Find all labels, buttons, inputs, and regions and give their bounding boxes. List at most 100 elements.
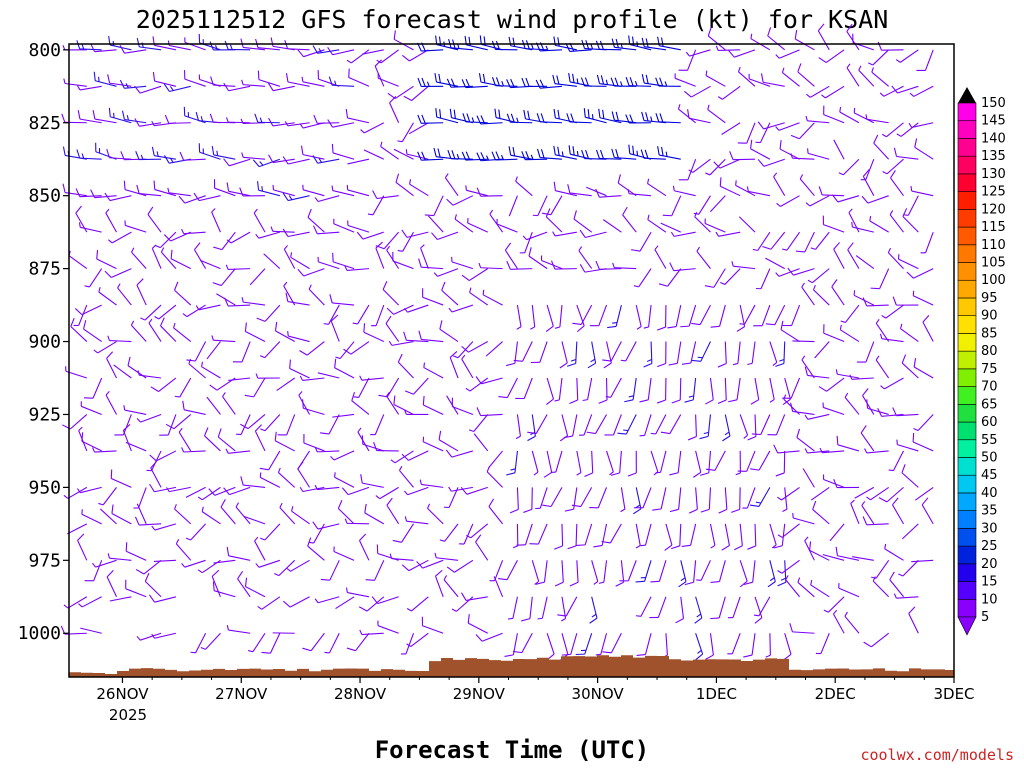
wind-barb bbox=[804, 366, 830, 379]
wind-barb bbox=[197, 486, 221, 501]
wind-barb bbox=[620, 487, 626, 513]
wind-barb bbox=[74, 304, 102, 316]
wind-barb bbox=[244, 515, 266, 525]
wind-barb bbox=[516, 523, 533, 546]
wind-barb bbox=[598, 108, 622, 124]
wind-barb bbox=[696, 560, 711, 581]
wind-barb bbox=[909, 85, 934, 97]
wind-barb bbox=[149, 483, 177, 493]
wind-barb bbox=[92, 447, 117, 453]
wind-barb bbox=[454, 214, 474, 233]
wind-barb bbox=[312, 521, 340, 530]
wind-barb bbox=[693, 195, 711, 215]
wind-barb bbox=[416, 559, 444, 569]
wind-barb bbox=[488, 498, 504, 525]
wind-barb bbox=[341, 486, 370, 496]
wind-barb bbox=[99, 508, 117, 525]
wind-barb bbox=[77, 533, 88, 561]
wind-barb bbox=[593, 523, 608, 548]
colorbar-label: 145 bbox=[981, 114, 1006, 129]
wind-barb bbox=[496, 218, 518, 233]
wind-barb bbox=[731, 487, 741, 513]
wind-barb bbox=[344, 265, 369, 271]
wind-barb bbox=[211, 569, 221, 597]
wind-barb bbox=[105, 390, 118, 415]
wind-barb bbox=[890, 170, 904, 197]
wind-barb bbox=[818, 186, 845, 197]
wind-barb bbox=[449, 351, 459, 379]
wind-barb bbox=[873, 134, 890, 160]
wind-barb bbox=[782, 487, 788, 513]
colorbar-label: 120 bbox=[981, 202, 1006, 217]
wind-barb bbox=[667, 304, 682, 329]
wind-barb bbox=[545, 208, 563, 233]
wind-barb bbox=[252, 158, 281, 168]
wind-barb bbox=[536, 113, 563, 124]
wind-barb bbox=[81, 432, 102, 452]
wind-barb bbox=[70, 317, 88, 342]
wind-barb bbox=[750, 33, 771, 51]
wind-barb bbox=[131, 247, 147, 269]
wind-barb bbox=[553, 145, 577, 160]
wind-barb bbox=[241, 79, 266, 87]
wind-barb bbox=[862, 297, 889, 307]
wind-barb bbox=[469, 287, 489, 306]
wind-barb bbox=[806, 85, 830, 98]
wind-barb bbox=[809, 541, 830, 561]
wind-barb bbox=[586, 414, 608, 435]
colorbar-swatch bbox=[957, 492, 977, 511]
wind-barb bbox=[780, 320, 800, 343]
wind-barb bbox=[734, 523, 743, 551]
wind-barb bbox=[329, 294, 355, 306]
wind-barb bbox=[582, 377, 593, 402]
wind-barb bbox=[361, 435, 384, 452]
wind-barb bbox=[431, 231, 459, 241]
wind-barb bbox=[728, 49, 756, 58]
wind-barb bbox=[823, 105, 845, 124]
wind-barb bbox=[765, 633, 771, 658]
colorbar-label: 20 bbox=[981, 557, 998, 572]
wind-barb bbox=[880, 377, 904, 390]
colorbar-swatch bbox=[957, 120, 977, 139]
wind-barb bbox=[314, 596, 340, 604]
wind-barb bbox=[148, 318, 162, 342]
wind-barb bbox=[90, 189, 117, 199]
wind-barb bbox=[617, 414, 637, 435]
wind-barb bbox=[153, 180, 177, 197]
wind-barb bbox=[835, 369, 860, 379]
wind-barb bbox=[578, 246, 593, 269]
colorbar-top-arrow bbox=[958, 87, 976, 103]
wind-barb bbox=[224, 297, 251, 307]
wind-barb bbox=[491, 151, 518, 161]
wind-barb bbox=[254, 113, 280, 124]
wind-barb bbox=[174, 281, 192, 306]
wind-barb bbox=[822, 215, 845, 233]
y-tick-label: 925 bbox=[28, 404, 61, 425]
wind-barb bbox=[303, 433, 325, 452]
wind-barb bbox=[147, 206, 162, 233]
wind-barb bbox=[285, 292, 310, 306]
wind-barb bbox=[662, 195, 682, 217]
wind-barb bbox=[855, 255, 875, 270]
wind-barb bbox=[334, 472, 355, 488]
wind-barb bbox=[717, 341, 727, 368]
wind-barb bbox=[330, 314, 340, 342]
wind-barb bbox=[182, 304, 206, 318]
wind-barb bbox=[576, 304, 585, 333]
wind-barb bbox=[76, 40, 102, 51]
wind-barb bbox=[687, 414, 697, 441]
wind-barb bbox=[404, 516, 429, 525]
wind-barb bbox=[181, 559, 206, 568]
wind-barb bbox=[314, 484, 340, 491]
colorbar-swatch bbox=[957, 563, 977, 582]
wind-barb bbox=[921, 497, 934, 525]
wind-barb bbox=[844, 611, 860, 634]
wind-barb bbox=[460, 486, 488, 495]
wind-barb bbox=[83, 320, 102, 342]
wind-barb bbox=[553, 36, 577, 51]
wind-barb bbox=[385, 315, 400, 342]
colorbar-label: 70 bbox=[981, 380, 998, 395]
wind-barb bbox=[777, 523, 800, 538]
wind-barb bbox=[790, 153, 815, 160]
wind-barb bbox=[461, 268, 489, 282]
